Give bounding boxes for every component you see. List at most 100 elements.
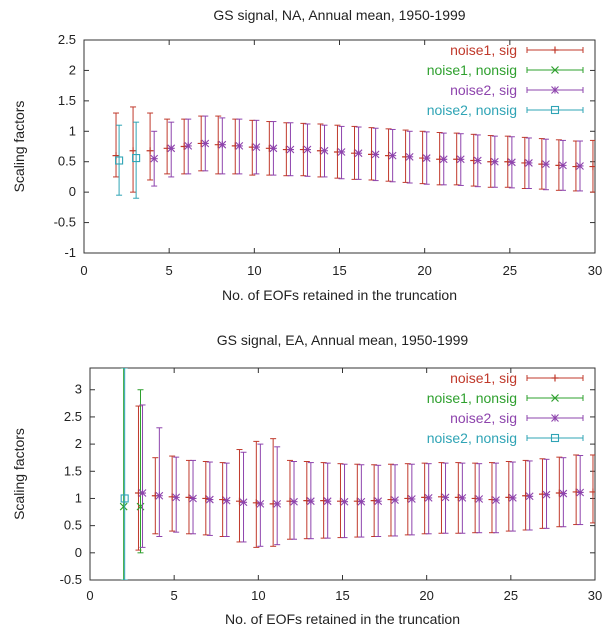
point-noise1-sig: [129, 147, 137, 155]
point-noise2-sig: [269, 144, 278, 153]
x-tick-label: 20: [419, 588, 433, 603]
point-noise2-sig: [542, 490, 551, 499]
x-tick-label: 25: [504, 588, 518, 603]
plot-data: [119, 368, 595, 580]
point-noise2-nonsig: [115, 156, 124, 165]
point-noise2-sig: [391, 496, 399, 504]
x-tick-label: 20: [417, 263, 431, 278]
legend-label-noise1-nonsig: noise1, nonsig: [427, 390, 517, 406]
y-tick-label: 2: [69, 62, 76, 77]
point-noise2-sig: [273, 500, 282, 508]
point-noise2-sig: [172, 493, 181, 502]
point-noise2-sig: [222, 496, 231, 505]
point-noise2-sig: [371, 150, 380, 159]
point-noise2-sig: [473, 156, 482, 165]
y-tick-label: -1: [64, 245, 76, 260]
point-noise2-nonsig: [120, 494, 129, 503]
legend-label-noise2-nonsig: noise2, nonsig: [427, 430, 517, 446]
x-tick-label: 0: [80, 263, 87, 278]
point-noise2-sig: [357, 497, 366, 506]
x-tick-label: 15: [332, 263, 346, 278]
point-noise2-sig: [306, 497, 315, 506]
y-tick-label: 2.5: [58, 32, 76, 47]
point-noise2-sig: [184, 142, 193, 150]
point-noise2-sig: [458, 494, 467, 502]
legend-label-noise2-sig: noise2, sig: [450, 82, 517, 98]
point-noise2-sig: [337, 148, 346, 156]
point-noise2-sig: [525, 159, 533, 167]
x-axis-label: No. of EOFs retained in the truncation: [225, 611, 460, 627]
y-tick-label: 0.5: [58, 154, 76, 169]
y-tick-label: 0: [75, 545, 82, 560]
legend-marker-noise1-nonsig: [551, 394, 559, 402]
x-tick-label: 10: [247, 263, 261, 278]
legend-label-noise1-sig: noise1, sig: [450, 42, 517, 58]
chart-title: GS signal, EA, Annual mean, 1950-1999: [217, 332, 469, 348]
y-tick-label: -0.5: [60, 572, 82, 587]
point-noise2-sig: [475, 495, 484, 503]
y-tick-label: 3: [75, 382, 82, 397]
point-noise2-sig: [439, 155, 448, 164]
legend-label-noise2-sig: noise2, sig: [450, 410, 517, 426]
point-noise2-sig: [424, 494, 433, 502]
y-tick-label: 1.5: [64, 463, 82, 478]
plot-frame: [89, 367, 596, 581]
point-noise2-sig: [167, 144, 176, 153]
legend-label-noise1-sig: noise1, sig: [450, 370, 517, 386]
point-noise2-sig: [525, 492, 534, 501]
point-noise2-sig: [303, 145, 312, 154]
point-noise2-sig: [286, 145, 295, 154]
point-noise2-sig: [559, 489, 568, 498]
point-noise2-sig: [576, 162, 584, 170]
point-noise2-sig: [323, 497, 332, 506]
x-tick-label: 0: [86, 588, 93, 603]
point-noise2-sig: [441, 493, 450, 502]
point-noise2-sig: [508, 494, 517, 502]
point-noise1-sig: [589, 163, 595, 171]
x-tick-label: 25: [503, 263, 517, 278]
x-axis-label: No. of EOFs retained in the truncation: [222, 287, 457, 303]
x-tick-label: 15: [335, 588, 349, 603]
legend: noise1, sig noise1, nonsig noise2, sig nois…: [427, 370, 584, 446]
point-noise2-sig: [407, 495, 416, 503]
point-noise2-sig: [256, 500, 265, 508]
legend-label-noise2-nonsig: noise2, nonsig: [427, 102, 517, 118]
legend-label-noise1-nonsig: noise1, nonsig: [427, 62, 517, 78]
point-noise2-sig: [559, 161, 567, 170]
plot-data: [112, 106, 595, 199]
point-noise2-sig: [422, 154, 431, 162]
legend-marker-noise2-sig: [551, 86, 559, 94]
point-noise2-sig: [218, 140, 227, 149]
point-noise1-sig: [146, 147, 154, 155]
point-noise2-sig: [201, 139, 210, 148]
x-tick-label: 10: [251, 588, 265, 603]
x-tick-label: 30: [588, 263, 602, 278]
point-noise1-sig: [504, 158, 512, 166]
y-tick-label: 0.5: [64, 518, 82, 533]
x-tick-label: 5: [166, 263, 173, 278]
x-tick-label: 30: [588, 588, 602, 603]
y-tick-label: 1: [69, 123, 76, 138]
point-noise2-sig: [138, 489, 147, 497]
y-tick-label: -0.5: [54, 215, 76, 230]
point-noise2-sig: [320, 146, 329, 155]
legend-marker-noise1-sig: [551, 374, 559, 382]
chart-panel-1: GS signal, NA, Annual mean, 1950-1999 0 5 1…: [11, 7, 602, 303]
y-tick-label: 1.5: [58, 93, 76, 108]
point-noise2-sig: [492, 496, 500, 504]
point-noise2-sig: [239, 498, 248, 507]
point-noise2-sig: [252, 143, 261, 151]
y-axis-label: Scaling factors: [11, 428, 27, 520]
y-axis-label: Scaling factors: [11, 101, 27, 193]
point-noise2-sig: [456, 155, 465, 164]
y-tick-label: 2: [75, 436, 82, 451]
plot-frame: [83, 39, 596, 254]
point-noise2-sig: [205, 495, 214, 504]
y-tick-label: 2.5: [64, 409, 82, 424]
point-noise2-sig: [374, 497, 383, 506]
point-noise2-sig: [576, 488, 585, 497]
y-tick-label: 0: [69, 184, 76, 199]
point-noise1-sig: [589, 488, 595, 496]
point-noise1-sig: [180, 143, 188, 150]
